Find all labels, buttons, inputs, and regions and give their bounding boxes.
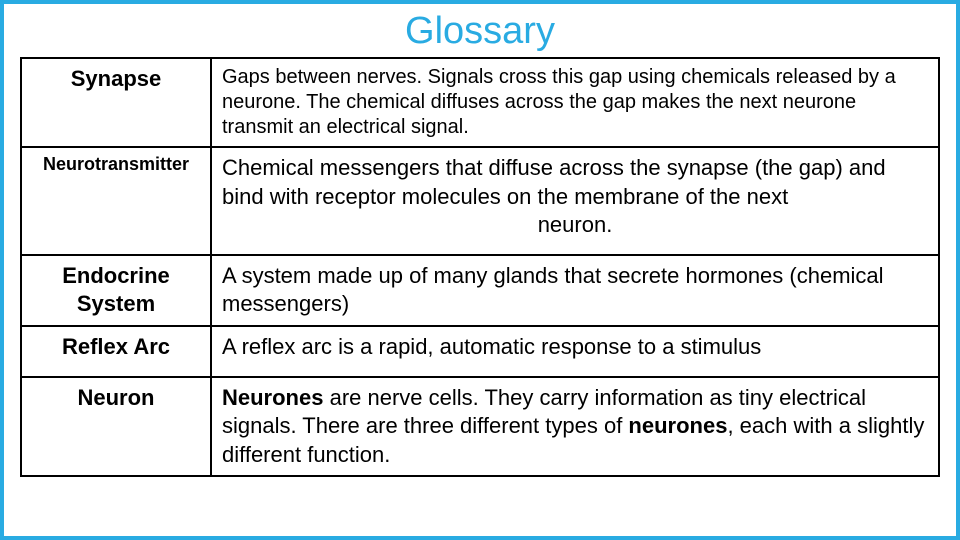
- glossary-table: Synapse Gaps between nerves. Signals cro…: [20, 57, 940, 477]
- def-cell-neurotransmitter: Chemical messengers that diffuse across …: [211, 147, 939, 255]
- term-cell-reflex: Reflex Arc: [21, 326, 211, 377]
- def-cell-endocrine: A system made up of many glands that sec…: [211, 255, 939, 326]
- def-cell-neuron: Neurones are nerve cells. They carry inf…: [211, 377, 939, 477]
- def-text: Chemical messengers that diffuse across …: [222, 155, 886, 209]
- def-cell-reflex: A reflex arc is a rapid, automatic respo…: [211, 326, 939, 377]
- table-row: Neuron Neurones are nerve cells. They ca…: [21, 377, 939, 477]
- table-row: Reflex Arc A reflex arc is a rapid, auto…: [21, 326, 939, 377]
- term-cell-neuron: Neuron: [21, 377, 211, 477]
- def-bold-neurones1: Neurones: [222, 385, 323, 410]
- table-row: Synapse Gaps between nerves. Signals cro…: [21, 58, 939, 147]
- table-row: Endocrine System A system made up of man…: [21, 255, 939, 326]
- def-text-line3: neuron.: [222, 211, 928, 240]
- page-title: Glossary: [20, 10, 940, 53]
- term-cell-neurotransmitter: Neurotransmitter: [21, 147, 211, 255]
- def-cell-synapse: Gaps between nerves. Signals cross this …: [211, 58, 939, 147]
- glossary-frame: Glossary Synapse Gaps between nerves. Si…: [0, 0, 960, 540]
- term-cell-endocrine: Endocrine System: [21, 255, 211, 326]
- term-cell-synapse: Synapse: [21, 58, 211, 147]
- table-row: Neurotransmitter Chemical messengers tha…: [21, 147, 939, 255]
- def-bold-neurones2: neurones: [628, 413, 727, 438]
